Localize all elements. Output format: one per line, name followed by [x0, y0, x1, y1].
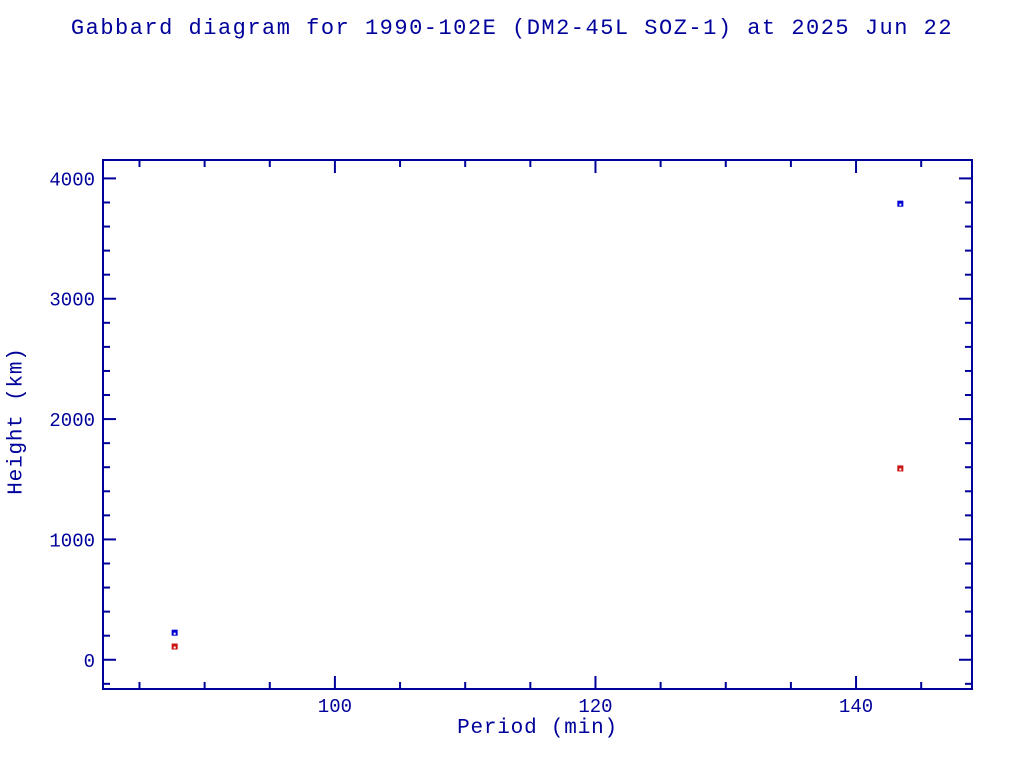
x-tick-label: 120: [578, 696, 612, 718]
x-tick-label: 100: [318, 696, 352, 718]
y-tick-label: 4000: [49, 169, 95, 191]
y-tick-label: 3000: [49, 290, 95, 312]
chart-title: Gabbard diagram for 1990-102E (DM2-45L S…: [70, 16, 954, 41]
y-tick-label: 2000: [49, 410, 95, 432]
plot-frame: [102, 159, 973, 690]
apogee-point-notch: [899, 203, 902, 206]
x-tick-label: 140: [839, 696, 873, 718]
perigee-point-notch: [899, 468, 902, 471]
y-axis-label: Height (km): [5, 347, 29, 495]
perigee-point-notch: [173, 646, 176, 649]
y-tick-label: 0: [84, 651, 95, 673]
x-axis-label: Period (min): [457, 717, 618, 740]
apogee-point-notch: [173, 632, 176, 635]
y-tick-label: 1000: [49, 530, 95, 552]
